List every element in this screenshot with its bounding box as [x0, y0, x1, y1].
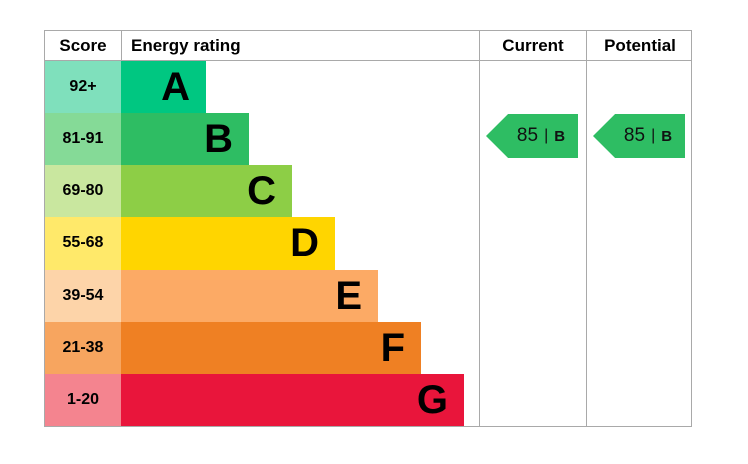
current-band-letter: B [554, 127, 566, 145]
score-range-d: 55-68 [45, 217, 121, 270]
band-bar-f: F [121, 321, 421, 374]
band-letter-a: A [161, 65, 190, 110]
potential-rating-arrow: 85 | B [593, 114, 685, 158]
current-separator: | [544, 127, 549, 144]
band-bar-b: B [121, 113, 249, 166]
potential-score-value: 85 [623, 125, 646, 146]
band-letter-g: G [416, 377, 448, 422]
band-row-b: 81-91 B [45, 113, 693, 166]
band-bar-e: E [121, 269, 378, 322]
bar-cell-d: D [121, 217, 479, 270]
band-row-g: 1-20 G [45, 373, 693, 426]
band-row-e: 39-54 E [45, 269, 693, 322]
bar-cell-f: F [121, 321, 479, 374]
score-range-a: 92+ [45, 61, 121, 114]
potential-cell-f [586, 321, 693, 374]
current-cell-f [479, 321, 586, 374]
potential-cell-g [586, 373, 693, 426]
bar-cell-b: B [121, 113, 479, 166]
current-cell-e [479, 269, 586, 322]
band-letter-f: F [380, 325, 405, 370]
current-score-value: 85 [516, 125, 539, 146]
score-range-g: 1-20 [45, 373, 121, 426]
score-range-e: 39-54 [45, 269, 121, 322]
band-bar-d: D [121, 217, 335, 270]
band-letter-b: B [204, 117, 233, 162]
bar-cell-a: A [121, 61, 479, 114]
band-letter-e: E [335, 273, 362, 318]
band-letter-c: C [247, 169, 276, 214]
epc-table: Score Energy rating Current Potential 92… [44, 30, 692, 427]
potential-separator: | [651, 127, 656, 144]
bar-cell-e: E [121, 269, 479, 322]
potential-cell-a [586, 61, 693, 114]
header-row: Score Energy rating Current Potential [45, 31, 691, 61]
potential-cell-d [586, 217, 693, 270]
score-header: Score [59, 35, 107, 55]
band-bar-c: C [121, 165, 292, 218]
current-header: Current [479, 31, 586, 60]
score-range-f: 21-38 [45, 321, 121, 374]
band-row-f: 21-38 F [45, 321, 693, 374]
bar-cell-g: G [121, 373, 479, 426]
band-row-c: 69-80 C [45, 165, 693, 218]
score-range-c: 69-80 [45, 165, 121, 218]
current-cell-g [479, 373, 586, 426]
band-row-d: 55-68 D [45, 217, 693, 270]
current-cell-c [479, 165, 586, 218]
band-row-a: 92+ A [45, 61, 693, 114]
energy-rating-header: Energy rating [121, 31, 479, 60]
current-cell-b [479, 113, 586, 166]
potential-cell-c [586, 165, 693, 218]
band-bar-a: A [121, 61, 206, 114]
potential-band-letter: B [661, 127, 673, 145]
current-rating-arrow: 85 | B [486, 114, 578, 158]
band-bar-g: G [121, 373, 464, 426]
potential-header: Potential [586, 31, 693, 60]
current-cell-d [479, 217, 586, 270]
band-letter-d: D [290, 221, 319, 266]
bar-cell-c: C [121, 165, 479, 218]
potential-cell-e [586, 269, 693, 322]
score-range-b: 81-91 [45, 113, 121, 166]
potential-cell-b [586, 113, 693, 166]
current-cell-a [479, 61, 586, 114]
